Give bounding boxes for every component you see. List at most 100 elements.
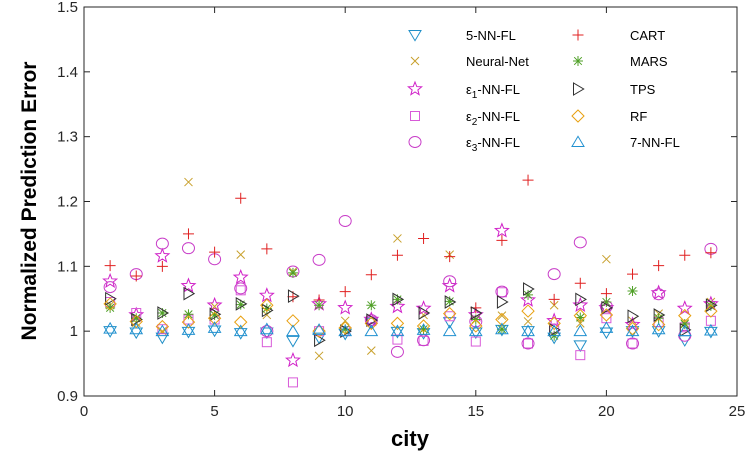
data-point-circle <box>155 237 169 250</box>
data-point-triangle-up <box>181 323 196 335</box>
legend-label: ε3-NN-FL <box>466 135 520 154</box>
data-point-asterisk <box>705 300 716 311</box>
data-point-triangle-right <box>653 308 666 322</box>
data-point-triangle-right <box>261 303 274 318</box>
legend-marker-square <box>410 111 420 121</box>
data-point-triangle-up <box>495 322 509 335</box>
data-point-asterisk <box>157 308 168 319</box>
data-point-triangle-up <box>129 322 144 335</box>
data-point-plus <box>627 268 639 280</box>
data-point-circle <box>521 337 535 350</box>
data-point-triangle-up <box>259 322 274 335</box>
data-point-plus <box>679 249 691 261</box>
data-point-triangle-up <box>286 324 300 337</box>
data-point-plus <box>574 277 586 289</box>
data-point-square <box>235 285 246 296</box>
data-point-square <box>575 350 586 361</box>
data-point-circle <box>234 282 248 295</box>
data-point-diamond <box>207 311 222 325</box>
legend-marker-asterisk <box>573 56 583 66</box>
legend-label-text: 7-NN-FL <box>630 135 680 150</box>
legend-marker-triangle-up <box>571 135 585 147</box>
data-point-x <box>602 254 611 264</box>
data-point-triangle-right <box>340 324 352 339</box>
x-tick-label: 20 <box>598 403 615 420</box>
data-point-circle <box>103 281 117 294</box>
data-point-star <box>624 316 641 332</box>
legend-label-subscript: 2 <box>472 117 478 128</box>
data-point-circle <box>260 325 274 338</box>
data-point-asterisk <box>314 300 325 311</box>
data-point-x <box>366 346 376 355</box>
y-tick-label: 1.5 <box>57 0 78 16</box>
data-point-diamond <box>573 308 587 323</box>
legend-marker-star <box>407 80 423 96</box>
data-point-triangle-down <box>521 326 535 338</box>
data-point-square <box>261 337 272 348</box>
data-point-asterisk <box>392 294 403 305</box>
legend-marker-plus <box>572 29 584 41</box>
data-point-diamond <box>469 319 483 333</box>
data-point-triangle-right <box>287 289 300 304</box>
data-point-triangle-up <box>599 321 614 333</box>
data-point-triangle-right <box>601 300 614 315</box>
data-point-diamond <box>364 316 379 331</box>
data-point-triangle-down <box>181 326 196 339</box>
data-point-triangle-up <box>442 324 457 337</box>
data-point-diamond <box>129 314 143 329</box>
legend-label-subscript: 3 <box>472 143 478 154</box>
data-point-triangle-down <box>103 326 117 338</box>
data-point-plus <box>104 260 116 272</box>
x-tick-label: 0 <box>80 403 88 420</box>
data-point-plus <box>496 234 508 246</box>
data-point-circle <box>443 275 457 288</box>
data-point-plus <box>705 247 717 259</box>
data-point-circle <box>626 337 640 350</box>
data-point-star <box>154 247 171 263</box>
x-tick-label: 5 <box>210 403 218 420</box>
data-point-triangle-right <box>496 295 509 309</box>
y-tick-label: 0.9 <box>57 388 78 405</box>
data-point-triangle-right <box>392 292 405 307</box>
data-point-triangle-up <box>547 324 562 337</box>
data-point-asterisk <box>261 303 272 314</box>
data-point-diamond <box>234 315 248 329</box>
data-point-star <box>258 287 275 303</box>
legend-label-subscript: 1 <box>472 90 478 101</box>
data-point-star <box>102 272 119 289</box>
data-point-square <box>444 311 455 322</box>
data-point-asterisk <box>679 319 690 330</box>
data-point-asterisk <box>183 309 194 320</box>
data-point-diamond <box>103 297 117 311</box>
data-point-diamond <box>312 324 326 338</box>
legend-label: 5-NN-FL <box>466 28 516 43</box>
data-point-square <box>627 338 638 349</box>
data-point-plus <box>418 232 430 244</box>
data-point-star <box>389 298 406 314</box>
data-point-asterisk <box>209 309 220 320</box>
legend-label: Neural-Net <box>466 54 529 69</box>
data-point-x <box>314 351 324 361</box>
data-point-triangle-down <box>599 327 614 340</box>
data-point-diamond <box>547 316 561 331</box>
data-point-x <box>497 311 507 320</box>
x-axis-label: city <box>391 426 430 451</box>
data-point-triangle-up <box>207 321 222 333</box>
data-point-plus <box>365 269 377 281</box>
y-tick-label: 1.3 <box>57 129 78 146</box>
data-point-triangle-right <box>183 286 196 301</box>
data-point-square <box>392 334 403 345</box>
data-point-triangle-up <box>338 324 353 337</box>
data-point-asterisk <box>340 324 351 335</box>
data-point-plus <box>235 192 247 204</box>
data-point-diamond <box>390 316 405 331</box>
data-point-triangle-up <box>651 322 666 335</box>
data-point-circle <box>547 268 561 281</box>
data-point-star <box>493 222 510 238</box>
data-point-triangle-right <box>418 306 431 320</box>
data-point-asterisk <box>105 302 116 313</box>
legend-marker-circle <box>408 136 422 148</box>
legend-marker-diamond <box>571 109 585 123</box>
data-point-x <box>549 300 559 310</box>
data-point-triangle-right <box>523 282 535 296</box>
